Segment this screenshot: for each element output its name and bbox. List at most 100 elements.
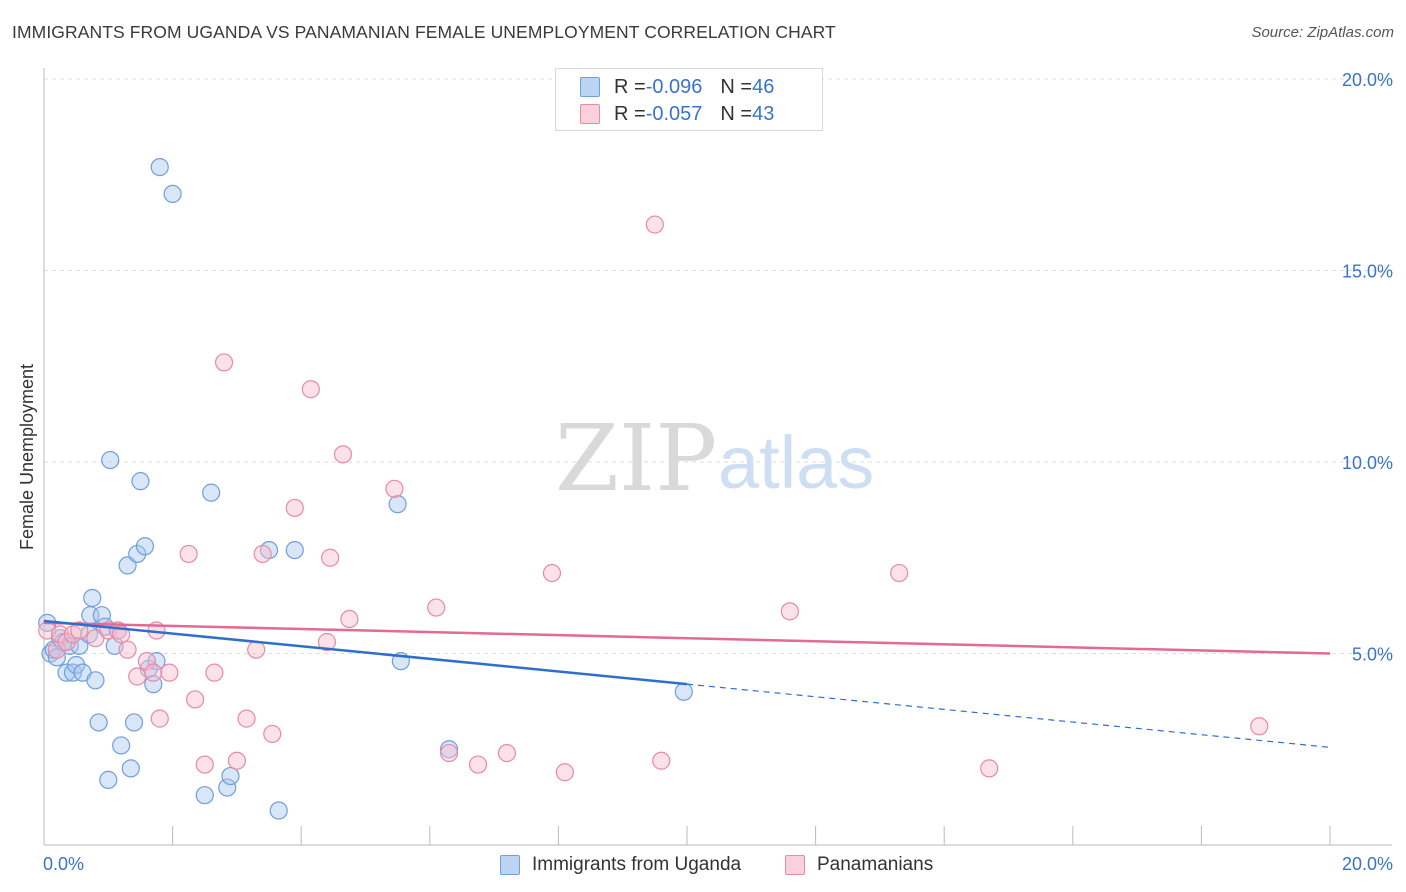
- bottom-legend-swatch-panama: [785, 855, 805, 875]
- uganda-point: [285, 540, 304, 560]
- panama-point: [439, 743, 459, 763]
- panama-point: [555, 763, 574, 782]
- uganda-point: [128, 544, 147, 564]
- uganda-point: [439, 740, 459, 759]
- legend-n-label: N =: [720, 75, 753, 98]
- x-tick-label: 20.0%: [1342, 854, 1393, 874]
- uganda-point: [101, 450, 120, 470]
- uganda-point: [269, 801, 288, 820]
- legend-row-uganda: R = -0.096 N = 46: [580, 74, 774, 100]
- uganda-point: [89, 713, 108, 732]
- trend-lines: [43, 619, 1331, 748]
- legend-swatch-panama: [580, 104, 600, 124]
- panama-point: [186, 690, 205, 709]
- uganda-point: [221, 766, 240, 786]
- y-tick-label: 5.0%: [1352, 645, 1393, 665]
- bottom-legend-swatch-uganda: [500, 855, 520, 875]
- x-tick-label: 0.0%: [43, 854, 84, 874]
- uganda-point: [218, 778, 237, 797]
- panama-point: [285, 498, 304, 518]
- panama-point: [1250, 717, 1269, 736]
- legend-box: R = -0.096 N = 46 R = -0.057 N = 43: [555, 68, 823, 131]
- panama-point: [301, 380, 320, 399]
- panama-point: [890, 563, 909, 583]
- panama-point: [321, 548, 340, 567]
- legend-r-label: R =: [614, 75, 646, 98]
- bottom-legend-label-uganda: Immigrants from Uganda: [532, 854, 742, 875]
- panama-point: [137, 652, 156, 671]
- panama-point: [980, 759, 999, 778]
- legend-n-value-panama: 43: [752, 102, 775, 125]
- legend-swatch-uganda: [580, 77, 600, 97]
- bottom-legend-label-panama: Panamanians: [817, 854, 934, 875]
- panama-point: [70, 621, 89, 640]
- uganda-point: [99, 770, 118, 789]
- uganda-point: [195, 786, 214, 805]
- uganda-point: [163, 184, 182, 203]
- y-tick-label: 10.0%: [1342, 453, 1393, 473]
- panama-point: [128, 667, 147, 686]
- panama-point: [237, 709, 256, 728]
- uganda-point: [147, 652, 166, 671]
- axes: [43, 68, 1392, 846]
- legend-row-panama: R = -0.057 N = 43: [580, 101, 774, 127]
- watermark: ZIP atlas: [555, 405, 874, 512]
- uganda-point: [202, 483, 221, 502]
- panama-point: [497, 743, 517, 763]
- panama-point: [118, 640, 137, 659]
- watermark-atlas: atlas: [718, 421, 874, 504]
- uganda-point: [47, 648, 66, 667]
- uganda-point: [57, 663, 76, 682]
- legend-r-label: R =: [614, 102, 646, 125]
- panama-point: [144, 663, 163, 682]
- chart-title: IMMIGRANTS FROM UGANDA VS PANAMANIAN FEM…: [12, 22, 836, 42]
- panama-point: [150, 709, 169, 728]
- uganda-point: [112, 736, 131, 755]
- panama-point: [160, 663, 179, 682]
- panama-point: [179, 544, 198, 564]
- legend-r-value-panama: -0.057: [645, 102, 703, 125]
- panama-point: [385, 479, 404, 498]
- panama-point: [340, 609, 359, 629]
- uganda-point: [131, 472, 150, 491]
- panama-point: [317, 632, 337, 652]
- y-tick-label: 15.0%: [1342, 262, 1393, 282]
- bottom-legend-uganda: Immigrants from Uganda: [500, 852, 741, 878]
- legend-n-value-uganda: 46: [752, 75, 775, 98]
- uganda-point: [121, 759, 140, 778]
- panama-point: [652, 751, 671, 770]
- panama-point: [542, 563, 562, 583]
- panama-point: [227, 751, 246, 770]
- panama-point: [468, 755, 488, 774]
- panama-point: [205, 663, 224, 682]
- uganda-trend-extension: [686, 683, 1331, 748]
- panama-point: [427, 598, 446, 617]
- panama-point: [214, 353, 234, 372]
- uganda-point: [150, 157, 169, 177]
- legend-n-label: N =: [720, 102, 753, 125]
- uganda-point: [124, 713, 144, 732]
- panama-point: [47, 640, 66, 659]
- y-axis-label: Female Unemployment: [17, 364, 37, 550]
- panama-point: [253, 544, 272, 564]
- y-tick-label: 20.0%: [1342, 70, 1393, 90]
- panama-point: [333, 445, 353, 464]
- tick-labels: 5.0% 10.0% 15.0% 20.0% 0.0% 20.0%: [43, 70, 1393, 874]
- uganda-point: [86, 671, 105, 690]
- uganda-point: [83, 588, 102, 608]
- panama-point: [195, 755, 214, 774]
- panama-point: [780, 602, 799, 621]
- watermark-zip: ZIP: [555, 405, 717, 512]
- panama-point: [645, 215, 664, 234]
- grid-lines: [44, 78, 1392, 654]
- panama-point: [263, 724, 282, 744]
- legend-r-value-uganda: -0.096: [645, 75, 703, 98]
- source-label: Source: ZipAtlas.com: [1251, 24, 1394, 41]
- uganda-point: [388, 495, 407, 514]
- uganda-point: [135, 537, 155, 556]
- panama-point: [247, 640, 266, 659]
- uganda-trend-line: [43, 619, 688, 686]
- uganda-point: [674, 682, 693, 701]
- panama-trend-line: [43, 621, 1331, 655]
